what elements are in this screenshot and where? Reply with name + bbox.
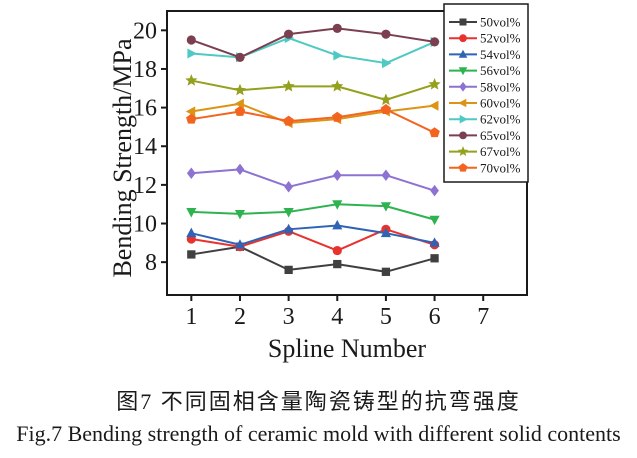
caption-chinese: 图7 不同固相含量陶瓷铸型的抗弯强度 bbox=[116, 389, 521, 414]
y-tick-label: 8 bbox=[145, 250, 157, 276]
legend-item-70vol%: 70vol% bbox=[449, 160, 521, 175]
legend-item-62vol%: 62vol% bbox=[449, 112, 521, 127]
legend-item-60vol%: 60vol% bbox=[449, 96, 521, 111]
x-tick-label: 1 bbox=[185, 304, 197, 330]
y-axis-title: Bending Strength/MPa bbox=[108, 38, 137, 278]
series-62vol% bbox=[187, 32, 441, 69]
legend-item-65vol%: 65vol% bbox=[449, 128, 521, 143]
legend-item-label: 58vol% bbox=[480, 79, 521, 94]
legend-item-54vol%: 54vol% bbox=[449, 47, 521, 62]
series-67vol% bbox=[185, 74, 441, 106]
series-52vol% bbox=[186, 224, 440, 256]
legend-item-label: 50vol% bbox=[480, 15, 521, 30]
legend-item-67vol%: 67vol% bbox=[449, 144, 521, 159]
legend: 50vol%52vol%54vol%56vol%58vol% 60vol%62vo… bbox=[443, 3, 529, 183]
y-tick-label: 14 bbox=[133, 134, 157, 160]
legend-item-label: 70vol% bbox=[480, 160, 521, 175]
legend-item-label: 65vol% bbox=[480, 128, 521, 143]
legend-item-label: 54vol% bbox=[480, 47, 521, 62]
legend-item-label: 67vol% bbox=[480, 144, 521, 159]
series-70vol% bbox=[186, 104, 440, 138]
x-tick-label: 4 bbox=[331, 304, 343, 330]
x-axis-ticks: 1 2 3 4 5 6 7 bbox=[185, 295, 489, 330]
x-tick-label: 2 bbox=[234, 304, 246, 330]
series-58vol% bbox=[186, 163, 439, 197]
y-tick-label: 12 bbox=[133, 173, 157, 199]
y-tick-label: 18 bbox=[133, 57, 157, 83]
x-tick-label: 5 bbox=[380, 304, 392, 330]
series-50vol% bbox=[187, 242, 439, 276]
legend-item-52vol%: 52vol% bbox=[449, 31, 521, 46]
caption-english: Fig.7 Bending strength of ceramic mold w… bbox=[16, 421, 621, 446]
y-tick-label: 10 bbox=[133, 212, 157, 238]
y-axis-ticks: 8 10 12 14 16 18 20 bbox=[133, 18, 167, 276]
x-tick-label: 6 bbox=[429, 304, 441, 330]
x-tick-label: 7 bbox=[477, 304, 489, 330]
legend-item-label: 60vol% bbox=[480, 96, 521, 111]
legend-item-58vol%: 58vol% bbox=[449, 79, 521, 94]
y-tick-label: 20 bbox=[133, 18, 157, 44]
legend-item-56vol%: 56vol% bbox=[449, 63, 521, 78]
x-axis-title: Spline Number bbox=[267, 334, 427, 363]
x-tick-label: 3 bbox=[283, 304, 295, 330]
legend-item-50vol%: 50vol% bbox=[449, 15, 521, 30]
legend-item-label: 62vol% bbox=[480, 112, 521, 127]
legend-item-label: 56vol% bbox=[480, 63, 521, 78]
series-65vol% bbox=[186, 23, 440, 62]
series-54vol% bbox=[186, 219, 440, 249]
legend-item-label: 52vol% bbox=[480, 31, 521, 46]
series-56vol% bbox=[186, 200, 440, 226]
y-tick-label: 16 bbox=[133, 96, 157, 122]
